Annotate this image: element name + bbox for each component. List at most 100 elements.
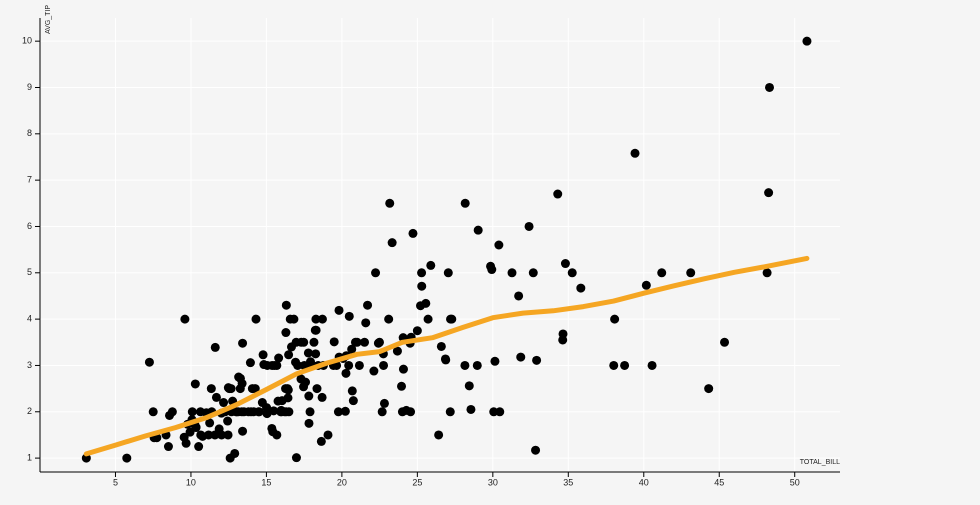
data-point bbox=[487, 265, 497, 275]
data-point bbox=[397, 381, 407, 391]
data-point bbox=[379, 398, 389, 408]
data-point bbox=[567, 268, 577, 278]
y-tick-label: 8 bbox=[27, 128, 32, 138]
data-point bbox=[352, 337, 362, 347]
data-point bbox=[620, 360, 630, 370]
data-point bbox=[245, 358, 255, 368]
data-point bbox=[329, 337, 339, 347]
x-tick-label: 20 bbox=[337, 477, 347, 487]
data-point bbox=[304, 418, 314, 428]
data-point bbox=[398, 364, 408, 374]
data-point bbox=[647, 360, 657, 370]
data-point bbox=[423, 314, 433, 324]
data-point bbox=[293, 360, 303, 370]
data-point bbox=[387, 238, 397, 248]
data-point bbox=[379, 360, 389, 370]
data-point bbox=[347, 344, 357, 354]
data-point bbox=[299, 337, 309, 347]
data-point bbox=[333, 407, 343, 417]
data-point bbox=[426, 260, 436, 270]
data-point bbox=[187, 407, 197, 417]
data-point bbox=[340, 406, 350, 416]
data-point bbox=[291, 453, 301, 463]
data-point bbox=[630, 148, 640, 158]
data-point bbox=[181, 438, 191, 448]
data-point bbox=[704, 384, 714, 394]
data-point bbox=[361, 318, 371, 328]
data-point bbox=[163, 442, 173, 452]
data-point bbox=[445, 407, 455, 417]
data-point bbox=[460, 198, 470, 208]
data-point bbox=[514, 291, 524, 301]
data-point bbox=[657, 268, 667, 278]
data-point bbox=[610, 314, 620, 324]
data-point bbox=[258, 350, 268, 360]
data-point bbox=[412, 326, 422, 336]
data-point bbox=[385, 198, 395, 208]
grid bbox=[40, 18, 840, 472]
x-tick-label: 10 bbox=[186, 477, 196, 487]
data-point bbox=[341, 368, 351, 378]
data-point bbox=[363, 300, 373, 310]
data-point bbox=[305, 407, 315, 417]
data-point bbox=[311, 349, 321, 359]
data-point bbox=[765, 82, 775, 92]
data-point bbox=[301, 377, 311, 387]
data-point bbox=[532, 355, 542, 365]
data-point bbox=[553, 189, 563, 199]
y-tick-label: 1 bbox=[27, 452, 32, 462]
data-point bbox=[472, 360, 482, 370]
data-point bbox=[558, 329, 568, 339]
y-tick-label: 7 bbox=[27, 175, 32, 185]
data-point bbox=[436, 341, 446, 351]
data-point bbox=[609, 360, 619, 370]
data-point bbox=[238, 338, 248, 348]
data-point bbox=[507, 268, 517, 278]
y-tick-label: 9 bbox=[27, 82, 32, 92]
data-point bbox=[384, 314, 394, 324]
data-point bbox=[560, 259, 570, 269]
data-point bbox=[406, 407, 416, 417]
data-point bbox=[494, 240, 504, 250]
data-point bbox=[686, 268, 696, 278]
data-point bbox=[764, 188, 774, 198]
data-point bbox=[274, 353, 284, 363]
data-point bbox=[417, 268, 427, 278]
y-tick-label: 4 bbox=[27, 313, 32, 323]
data-point bbox=[272, 430, 282, 440]
data-point bbox=[223, 430, 233, 440]
y-axis-label: AVG_TIP bbox=[45, 5, 52, 34]
data-point bbox=[272, 360, 282, 370]
data-point bbox=[516, 352, 526, 362]
x-tick-label: 5 bbox=[113, 477, 118, 487]
data-point bbox=[434, 430, 444, 440]
axes: AVG_TIP TOTAL_BILL 5 10 15 20 25 30 35 40 45 5012… bbox=[22, 5, 840, 488]
data-point bbox=[334, 305, 344, 315]
data-point bbox=[464, 381, 474, 391]
x-tick-label: 45 bbox=[714, 477, 724, 487]
data-point bbox=[254, 407, 264, 417]
x-tick-label: 35 bbox=[563, 477, 573, 487]
data-point bbox=[223, 416, 233, 426]
data-point bbox=[316, 436, 326, 446]
data-point bbox=[371, 268, 381, 278]
data-point bbox=[490, 356, 500, 366]
y-tick-label: 3 bbox=[27, 360, 32, 370]
data-point bbox=[348, 396, 358, 406]
data-point bbox=[167, 407, 177, 417]
data-point bbox=[81, 453, 91, 463]
data-point bbox=[495, 407, 505, 417]
x-tick-label: 15 bbox=[261, 477, 271, 487]
x-tick-label: 30 bbox=[488, 477, 498, 487]
data-point bbox=[211, 392, 221, 402]
data-point bbox=[284, 407, 294, 417]
data-point bbox=[374, 337, 384, 347]
data-point bbox=[528, 268, 538, 278]
data-point bbox=[283, 385, 293, 395]
data-point bbox=[206, 384, 216, 394]
x-tick-label: 25 bbox=[412, 477, 422, 487]
data-point bbox=[720, 337, 730, 347]
data-point bbox=[122, 453, 132, 463]
data-point bbox=[531, 445, 541, 455]
